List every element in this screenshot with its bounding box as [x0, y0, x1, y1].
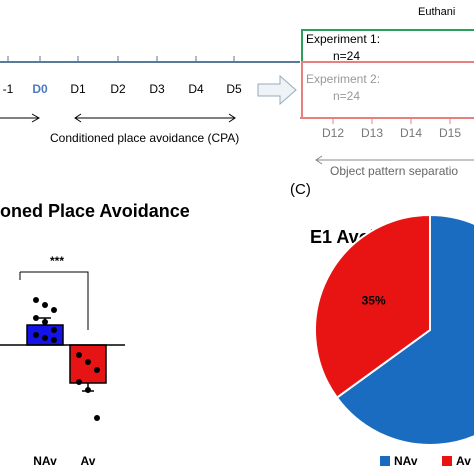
data-point: [94, 367, 100, 373]
day-label: D14: [400, 126, 422, 140]
data-point: [94, 415, 100, 421]
data-point: [33, 332, 39, 338]
data-point: [76, 352, 82, 358]
data-point: [42, 319, 48, 325]
pie-slice: [335, 213, 474, 446]
day-label: D2: [110, 82, 126, 96]
data-point: [51, 307, 57, 313]
data-point: [42, 335, 48, 341]
data-point: [85, 387, 91, 393]
day-label: D3: [149, 82, 165, 96]
day-label: D0: [32, 82, 48, 96]
arrow-head: [31, 113, 41, 123]
day-label: D5: [226, 82, 242, 96]
legend-label: NAv: [394, 454, 418, 468]
data-point: [51, 327, 57, 333]
day-label: D12: [322, 126, 344, 140]
day-label: -1: [3, 82, 14, 96]
data-point: [33, 315, 39, 321]
exp2-box: [301, 61, 474, 119]
exp2-n: n=24: [333, 89, 360, 103]
data-point: [33, 297, 39, 303]
legend-swatch: [380, 456, 390, 466]
exp1-title: Experiment 1:: [306, 32, 380, 46]
ops-label: Object pattern separatio: [330, 164, 458, 178]
day-label: D4: [188, 82, 204, 96]
legend-label: Av: [456, 454, 471, 468]
bar-title: oned Place Avoidance: [0, 201, 190, 221]
slice-label: 35%: [362, 293, 386, 307]
day-label: D1: [70, 82, 86, 96]
data-point: [42, 302, 48, 308]
day-label: D15: [439, 126, 461, 140]
legend-swatch: [442, 456, 452, 466]
exp2-title: Experiment 2:: [306, 72, 380, 86]
significance-bracket: [19, 271, 89, 330]
day-label: D13: [361, 126, 383, 140]
exp1-n: n=24: [333, 49, 360, 63]
significance: ***: [50, 254, 64, 268]
hollow-arrow: [257, 74, 297, 106]
panel-label: (C): [290, 181, 311, 198]
data-point: [76, 379, 82, 385]
euthanize-label: Euthani: [418, 6, 455, 18]
data-point: [85, 359, 91, 365]
data-point: [51, 337, 57, 343]
ops-arrow: [315, 155, 474, 165]
cpa-arrow: [74, 113, 236, 123]
x-tick-label: NAv: [33, 454, 57, 468]
cpa-label: Conditioned place avoidance (CPA): [50, 131, 239, 145]
pie-slice: [314, 213, 431, 399]
x-tick-label: Av: [81, 454, 96, 468]
